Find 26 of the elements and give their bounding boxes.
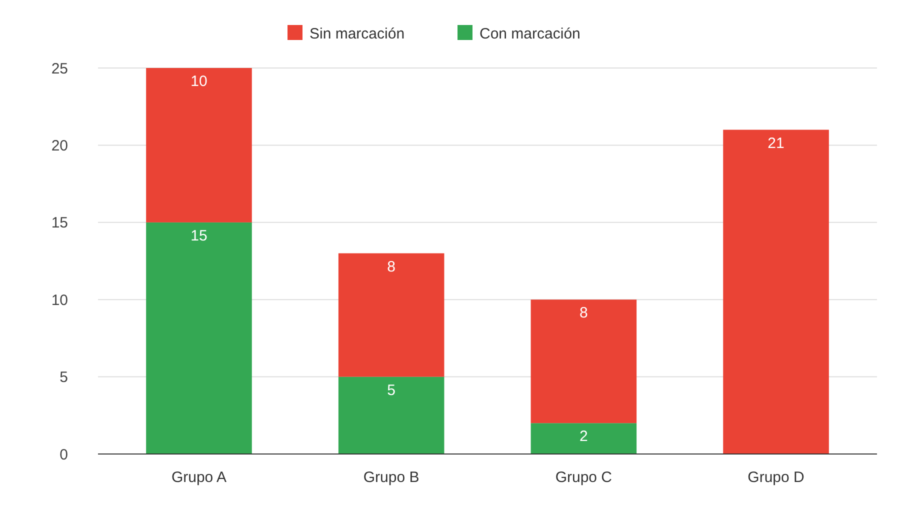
data-label: 10	[190, 73, 208, 90]
data-label: 15	[190, 227, 208, 244]
bar	[723, 130, 829, 454]
legend-label: Sin marcación	[310, 25, 405, 42]
data-label: 2	[580, 428, 588, 446]
x-tick-label: Grupo A	[171, 469, 227, 486]
data-label: 8	[580, 304, 588, 322]
data-label: 21	[768, 134, 784, 152]
y-tick-label: 20	[51, 137, 68, 154]
y-tick-label: 15	[51, 214, 68, 232]
x-tick-label: Grupo B	[363, 469, 420, 486]
bar	[530, 300, 637, 424]
data-label: 5	[387, 382, 396, 399]
legend-label: Con marcación	[480, 25, 580, 42]
x-tick-label: Grupo C	[555, 469, 612, 486]
bar	[338, 253, 444, 377]
x-tick-label: Grupo D	[748, 469, 805, 486]
bar	[146, 222, 252, 454]
y-tick-label: 5	[60, 369, 68, 386]
bar	[146, 68, 252, 222]
bar	[530, 423, 637, 454]
y-tick-label: 10	[51, 292, 68, 309]
bar	[338, 376, 444, 454]
y-tick-label: 25	[51, 60, 68, 78]
y-tick-label: 0	[60, 446, 68, 464]
data-label: 8	[387, 258, 396, 276]
